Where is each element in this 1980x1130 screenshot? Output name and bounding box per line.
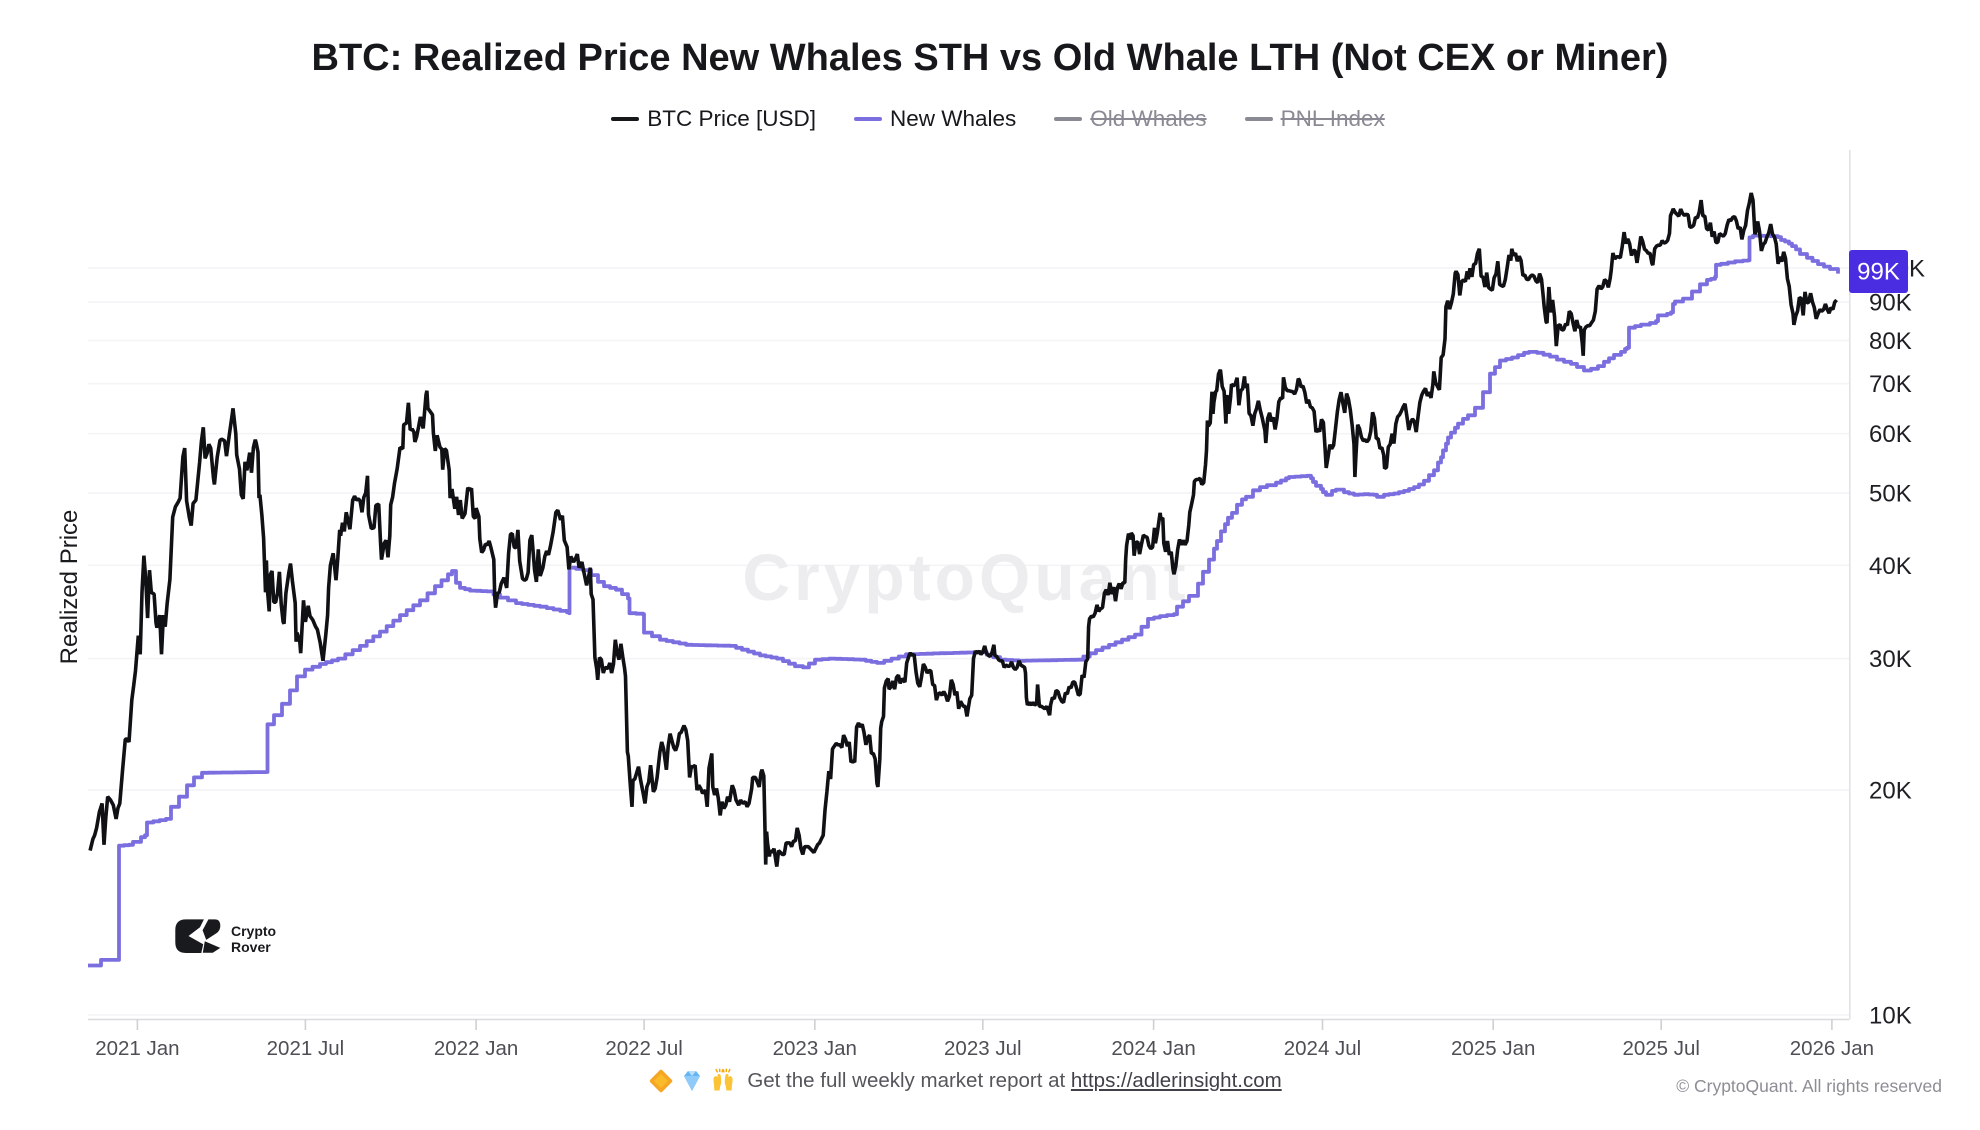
svg-text:10K: 10K: [1869, 1003, 1912, 1030]
svg-text:2022 Jan: 2022 Jan: [434, 1037, 518, 1060]
svg-text:2021 Jul: 2021 Jul: [267, 1037, 345, 1060]
svg-text:Rover: Rover: [231, 939, 271, 955]
svg-text:30K: 30K: [1869, 646, 1912, 673]
svg-text:90K: 90K: [1869, 290, 1912, 317]
svg-text:2026 Jan: 2026 Jan: [1790, 1037, 1874, 1060]
svg-text:2025 Jul: 2025 Jul: [1622, 1037, 1700, 1060]
svg-text:CryptoQuant: CryptoQuant: [742, 540, 1189, 614]
svg-text:20K: 20K: [1869, 778, 1912, 805]
svg-text:2025 Jan: 2025 Jan: [1451, 1037, 1535, 1060]
svg-text:Realized Price: Realized Price: [56, 510, 83, 665]
svg-text:2021 Jan: 2021 Jan: [95, 1037, 179, 1060]
svg-text:2023 Jan: 2023 Jan: [773, 1037, 857, 1060]
svg-text:70K: 70K: [1869, 371, 1912, 398]
svg-text:99K: 99K: [1857, 259, 1900, 286]
svg-text:40K: 40K: [1869, 553, 1912, 580]
svg-text:50K: 50K: [1869, 480, 1912, 507]
svg-text:80K: 80K: [1869, 328, 1912, 355]
svg-text:2024 Jul: 2024 Jul: [1284, 1037, 1362, 1060]
svg-text:60K: 60K: [1869, 421, 1912, 448]
svg-text:2024 Jan: 2024 Jan: [1111, 1037, 1195, 1060]
svg-text:2023 Jul: 2023 Jul: [944, 1037, 1022, 1060]
svg-text:2022 Jul: 2022 Jul: [605, 1037, 683, 1060]
svg-text:Crypto: Crypto: [231, 923, 276, 939]
